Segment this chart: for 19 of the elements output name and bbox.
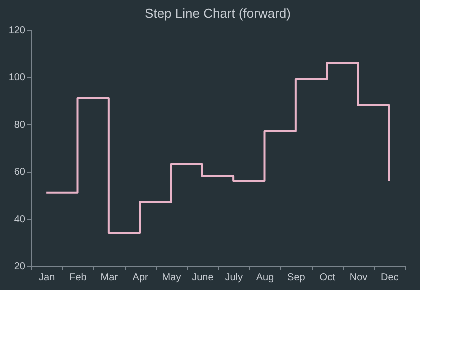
x-tick-label: June <box>192 272 214 284</box>
x-tick-label: Dec <box>381 272 399 284</box>
x-tick-label: Oct <box>320 272 336 284</box>
y-tick-label: 120 <box>8 26 26 36</box>
y-tick-label: 60 <box>14 167 26 178</box>
x-tick-label: Nov <box>350 272 368 284</box>
chart-title: Step Line Chart (forward) <box>145 6 291 21</box>
x-tick-label: Sep <box>288 272 306 284</box>
x-tick-label: Aug <box>256 272 274 284</box>
x-tick-label: Apr <box>132 272 150 284</box>
y-tick-label: 20 <box>14 262 26 272</box>
x-tick-label: July <box>225 272 243 284</box>
x-tick-label: Mar <box>100 272 119 284</box>
x-tick-label: Feb <box>70 272 88 284</box>
y-tick-label: 100 <box>8 72 26 84</box>
x-tick-label: Jan <box>39 272 56 284</box>
y-tick-label: 40 <box>14 214 26 226</box>
y-tick-label: 80 <box>14 120 26 131</box>
x-tick-label: May <box>162 272 182 284</box>
